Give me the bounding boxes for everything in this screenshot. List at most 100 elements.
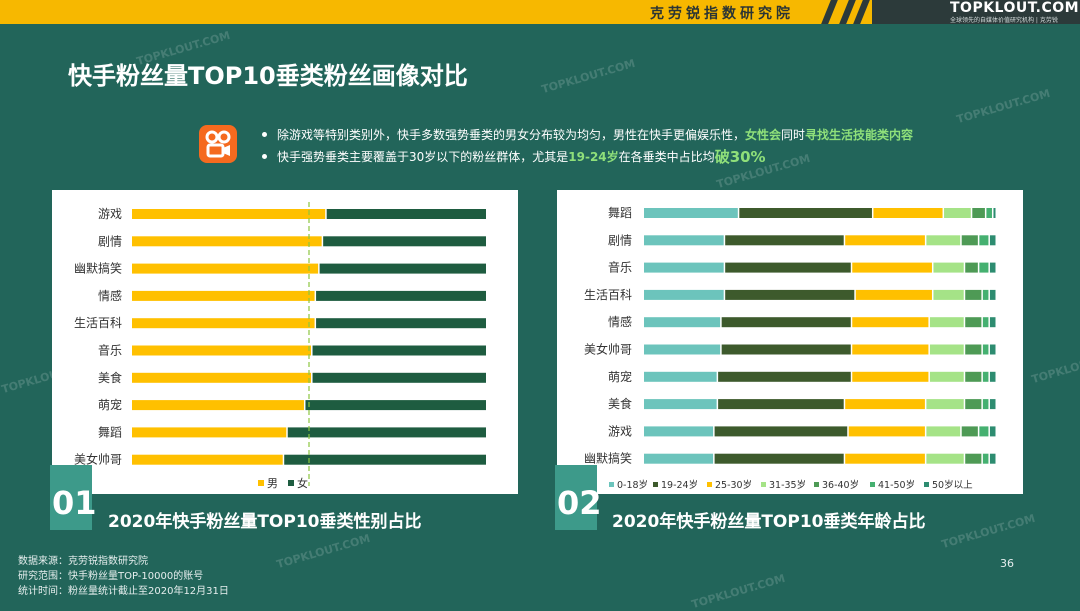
- watermark: TOPKLOUT.COM: [540, 56, 637, 97]
- legend-swatch: [814, 482, 819, 487]
- bar-segment: [739, 208, 872, 218]
- bar-segment: [926, 235, 961, 246]
- bar-segment: [132, 290, 315, 301]
- bar-segment: [319, 263, 486, 274]
- legend-swatch: [870, 482, 875, 487]
- bar-segment: [852, 317, 929, 328]
- bar-segment: [982, 289, 989, 300]
- bar-segment: [926, 426, 961, 437]
- bar-segment: [714, 453, 844, 464]
- bar-segment: [986, 208, 992, 218]
- bar-segment: [848, 426, 925, 437]
- bar-segment: [721, 317, 851, 328]
- gender-chart-panel: 游戏 剧情 幽默搞笑 情感 生活百科 音乐 美食 萌宠 舞蹈 美女帅哥男 女: [52, 190, 518, 494]
- bar-segment: [644, 371, 717, 382]
- legend-label: 36-40岁: [822, 479, 859, 491]
- bar-segment: [979, 262, 989, 273]
- bar-segment: [644, 399, 717, 410]
- bar-segment: [989, 289, 996, 300]
- bar-segment: [989, 344, 996, 355]
- bar-segment: [982, 453, 989, 464]
- brand-tagline: 全球领先的自媒体价值研究机构 | 克劳锐: [950, 17, 1058, 24]
- legend-swatch: [924, 482, 929, 487]
- bar-segment: [852, 344, 929, 355]
- bar-segment: [965, 453, 982, 464]
- category-label: 萌宠: [608, 369, 632, 384]
- bar-segment: [644, 235, 724, 246]
- bar-segment: [725, 289, 855, 300]
- bar-segment: [982, 399, 989, 410]
- brand-name-cn: 克劳锐指数研究院: [650, 6, 794, 22]
- category-label: 游戏: [608, 424, 632, 438]
- page-number: 36: [1000, 557, 1014, 570]
- bar-segment: [721, 344, 851, 355]
- bar-segment: [926, 399, 964, 410]
- category-label: 剧情: [608, 233, 632, 247]
- bar-segment: [644, 262, 724, 273]
- bar-segment: [725, 262, 851, 273]
- category-label: 舞蹈: [98, 425, 122, 439]
- bar-segment: [989, 235, 996, 246]
- bullet-dot-icon: [262, 131, 267, 137]
- bar-segment: [944, 208, 971, 218]
- bar-segment: [132, 209, 326, 219]
- bar-segment: [132, 454, 283, 465]
- bar-segment: [326, 209, 486, 219]
- category-label: 美女帅哥: [584, 342, 632, 357]
- legend-swatch: [609, 482, 614, 487]
- bar-segment: [982, 344, 989, 355]
- watermark: TOPKLOUT.COM: [955, 86, 1052, 127]
- bullet-text: 快手强势垂类主要覆盖于30岁以下的粉丝群体，尤其是: [277, 149, 569, 164]
- bar-segment: [982, 371, 989, 382]
- bar-segment: [933, 289, 964, 300]
- brand-logo: TOPKLOUT.COM: [950, 0, 1080, 16]
- legend-label: 25-30岁: [715, 479, 752, 491]
- logo-block: [872, 0, 1080, 24]
- bar-segment: [989, 262, 996, 273]
- bar-segment: [644, 426, 714, 437]
- bar-segment: [312, 345, 486, 356]
- category-label: 生活百科: [74, 316, 122, 330]
- legend-label: 50岁以上: [932, 479, 973, 491]
- category-label: 生活百科: [584, 288, 632, 302]
- bar-segment: [989, 317, 996, 328]
- bar-segment: [132, 372, 312, 383]
- watermark: TOPKLOUT.COM: [690, 571, 787, 611]
- bar-segment: [714, 426, 848, 437]
- category-label: 萌宠: [98, 397, 122, 412]
- footer-source: 数据来源：克劳锐指数研究院: [18, 556, 148, 567]
- category-label: 舞蹈: [608, 206, 632, 220]
- category-label: 美食: [98, 370, 122, 385]
- bar-segment: [725, 235, 844, 246]
- bar-segment: [132, 345, 312, 356]
- bar-segment: [979, 235, 989, 246]
- category-label: 情感: [98, 288, 122, 303]
- bar-segment: [132, 427, 287, 438]
- legend-label: 41-50岁: [878, 479, 915, 491]
- bullet-text: 在各垂类中占比均: [618, 149, 715, 164]
- legend-swatch: [258, 480, 264, 486]
- bar-segment: [965, 371, 982, 382]
- bar-segment: [982, 317, 989, 328]
- watermark: TOPKLOUT.COM: [1030, 346, 1080, 387]
- category-label: 美食: [608, 396, 632, 411]
- bar-segment: [718, 399, 844, 410]
- bar-segment: [852, 262, 932, 273]
- bar-segment: [961, 426, 978, 437]
- panel-badge: [555, 465, 597, 530]
- bar-segment: [316, 290, 486, 301]
- category-label: 情感: [608, 314, 632, 329]
- category-label: 幽默搞笑: [584, 451, 632, 466]
- bar-segment: [845, 453, 925, 464]
- watermark: TOPKLOUT.COM: [940, 511, 1037, 552]
- bullet-highlight: 破30%: [714, 147, 766, 166]
- bar-segment: [132, 263, 319, 274]
- category-label: 剧情: [98, 234, 122, 248]
- bullet-text: 同时: [781, 127, 806, 142]
- chart-title: 2020年快手粉丝量TOP10垂类性别占比: [108, 512, 422, 532]
- bar-segment: [929, 344, 964, 355]
- bar-segment: [644, 289, 724, 300]
- bar-segment: [972, 208, 985, 218]
